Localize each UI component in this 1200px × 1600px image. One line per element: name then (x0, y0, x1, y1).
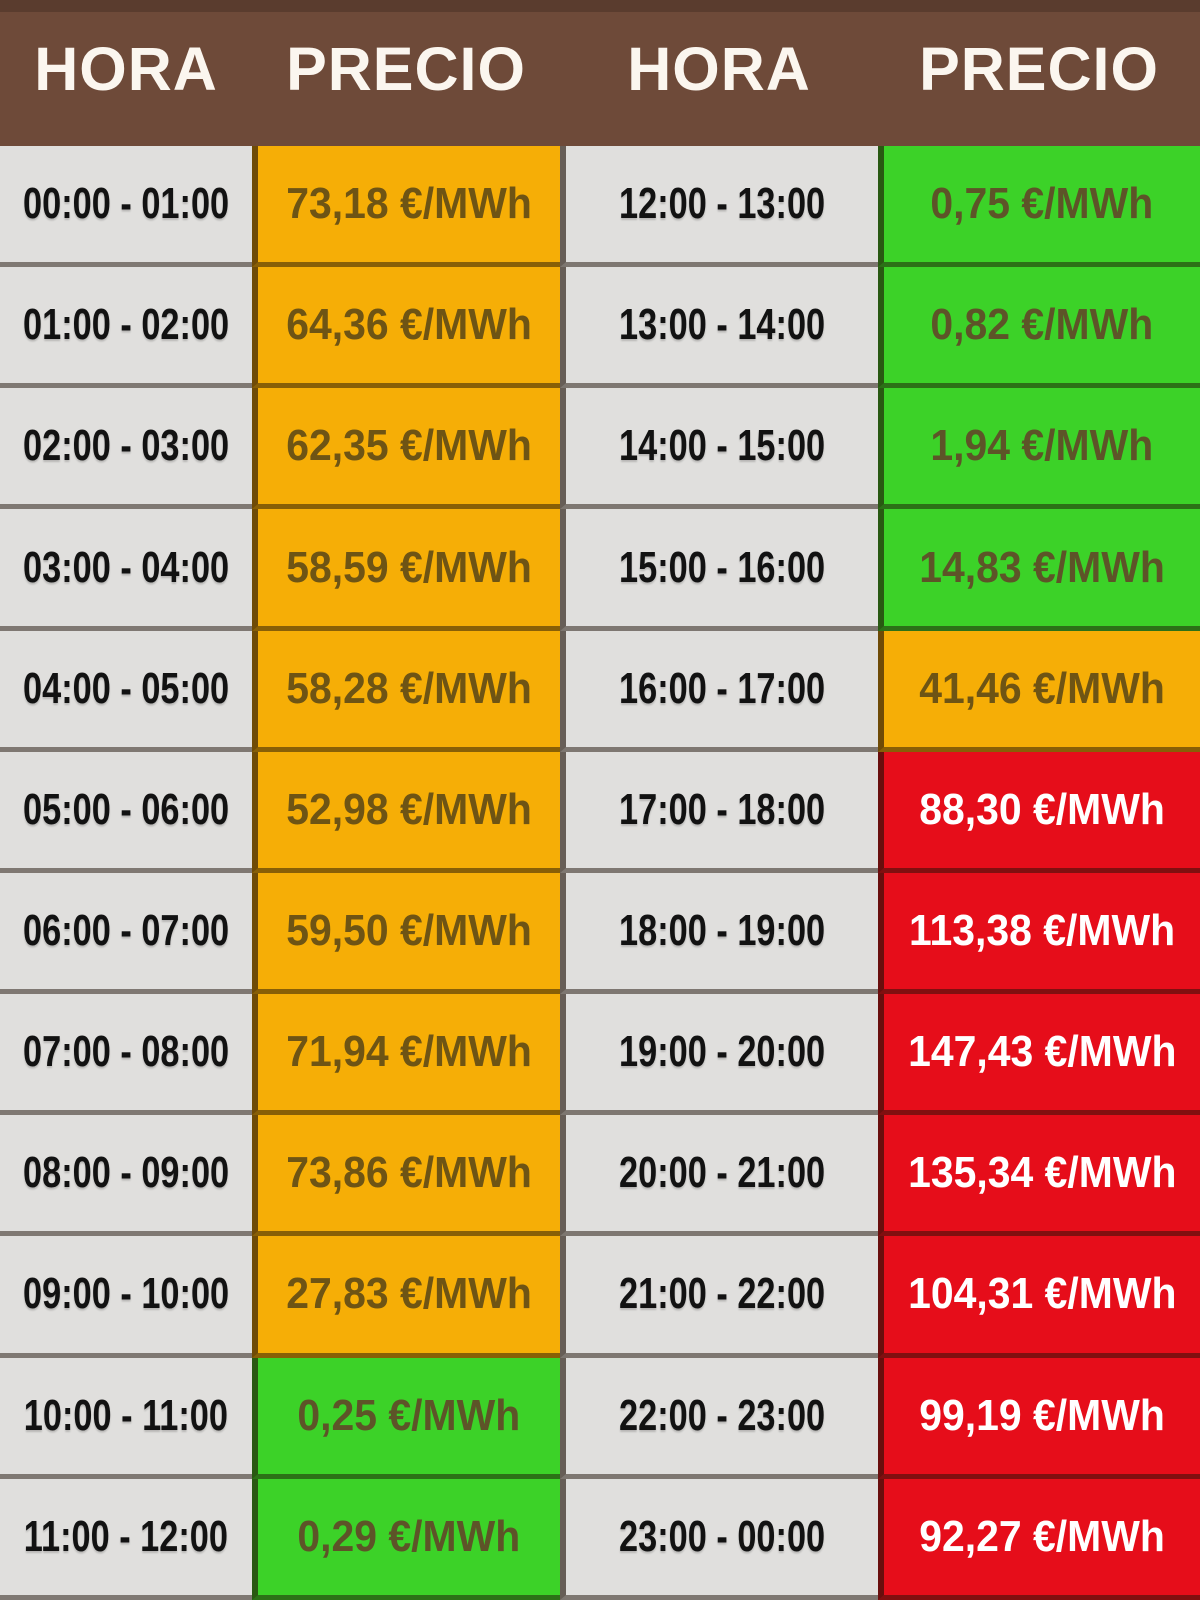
time-range-cell: 02:00 - 03:00 (0, 388, 252, 510)
price-cell: 14,83 €/MWh (878, 509, 1200, 631)
price-cell: 71,94 €/MWh (252, 994, 560, 1116)
time-range-cell: 22:00 - 23:00 (560, 1357, 878, 1479)
price-cell: 0,82 €/MWh (878, 267, 1200, 389)
price-cell: 0,25 €/MWh (252, 1357, 560, 1479)
time-range-cell: 06:00 - 07:00 (0, 872, 252, 995)
column-header-precio-left: PRECIO (286, 34, 526, 103)
price-cell: 62,35 €/MWh (252, 388, 560, 510)
time-range-cell: 12:00 - 13:00 (560, 146, 878, 268)
price-cell: 0,29 €/MWh (252, 1478, 560, 1600)
time-range-cell: 04:00 - 05:00 (0, 630, 252, 752)
time-range-cell: 15:00 - 16:00 (560, 509, 878, 631)
price-cell: 58,59 €/MWh (252, 509, 560, 631)
price-cell: 64,36 €/MWh (252, 267, 560, 389)
price-cell: 135,34 €/MWh (878, 1115, 1200, 1237)
time-range-cell: 23:00 - 00:00 (560, 1478, 878, 1600)
time-range-cell: 20:00 - 21:00 (560, 1115, 878, 1237)
price-cell: 27,83 €/MWh (252, 1236, 560, 1358)
time-range-cell: 11:00 - 12:00 (0, 1478, 252, 1600)
time-range-cell: 05:00 - 06:00 (0, 751, 252, 873)
price-cell: 104,31 €/MWh (878, 1236, 1200, 1358)
column-header-precio-right: PRECIO (919, 34, 1159, 103)
price-cell: 99,19 €/MWh (878, 1357, 1200, 1479)
price-cell: 147,43 €/MWh (878, 994, 1200, 1116)
price-cell: 1,94 €/MWh (878, 388, 1200, 510)
time-range-cell: 09:00 - 10:00 (0, 1236, 252, 1358)
price-cell: 113,38 €/MWh (878, 872, 1200, 995)
time-range-cell: 19:00 - 20:00 (560, 994, 878, 1116)
price-cell: 59,50 €/MWh (252, 872, 560, 995)
time-range-cell: 08:00 - 09:00 (0, 1115, 252, 1237)
price-cell: 58,28 €/MWh (252, 630, 560, 752)
column-header-hora-right: HORA (627, 34, 811, 103)
price-cell: 41,46 €/MWh (878, 630, 1200, 752)
time-range-cell: 14:00 - 15:00 (560, 388, 878, 510)
time-range-cell: 07:00 - 08:00 (0, 994, 252, 1116)
time-range-cell: 01:00 - 02:00 (0, 267, 252, 389)
time-range-cell: 16:00 - 17:00 (560, 630, 878, 752)
time-range-cell: 13:00 - 14:00 (560, 267, 878, 389)
table-header: HORA PRECIO HORA PRECIO (0, 0, 1200, 146)
time-range-cell: 21:00 - 22:00 (560, 1236, 878, 1358)
time-range-cell: 18:00 - 19:00 (560, 872, 878, 995)
time-range-cell: 10:00 - 11:00 (0, 1357, 252, 1479)
time-range-cell: 17:00 - 18:00 (560, 751, 878, 873)
time-range-cell: 03:00 - 04:00 (0, 509, 252, 631)
price-cell: 92,27 €/MWh (878, 1478, 1200, 1600)
price-cell: 73,18 €/MWh (252, 146, 560, 268)
price-cell: 0,75 €/MWh (878, 146, 1200, 268)
price-cell: 73,86 €/MWh (252, 1115, 560, 1237)
time-range-cell: 00:00 - 01:00 (0, 146, 252, 268)
column-header-hora-left: HORA (34, 34, 218, 103)
price-cell: 52,98 €/MWh (252, 751, 560, 873)
price-cell: 88,30 €/MWh (878, 751, 1200, 873)
